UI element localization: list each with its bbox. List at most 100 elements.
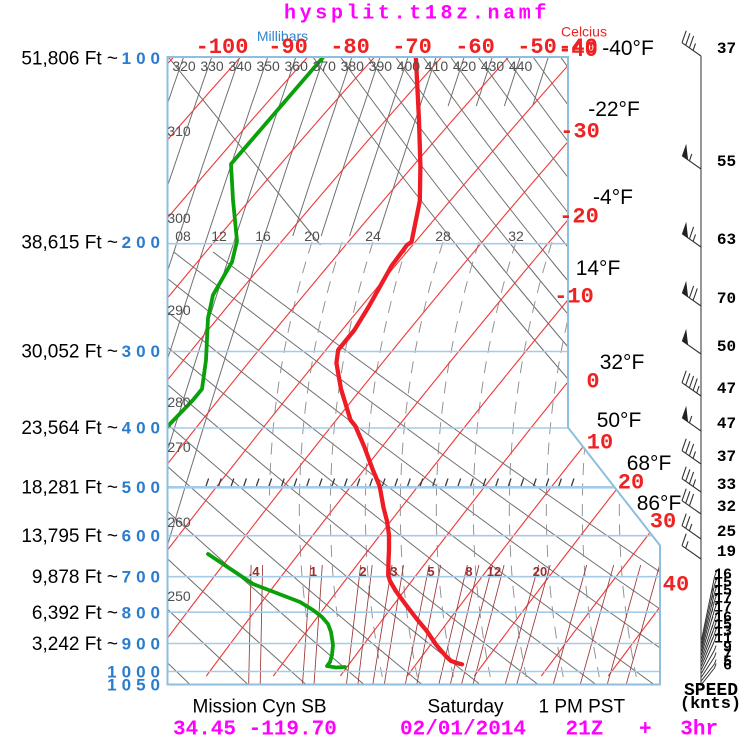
svg-text:50°F: 50°F: [597, 409, 642, 432]
svg-text:hysplit.t18z.namf: hysplit.t18z.namf: [284, 3, 550, 26]
svg-text:47: 47: [717, 415, 736, 433]
svg-text:370: 370: [313, 58, 337, 74]
svg-text:40: 40: [663, 573, 689, 598]
svg-text:2: 2: [359, 564, 366, 579]
svg-text:50: 50: [717, 338, 736, 356]
svg-text:37: 37: [717, 40, 736, 58]
svg-text:02/01/2014: 02/01/2014: [400, 719, 526, 742]
svg-text:410: 410: [425, 58, 449, 74]
svg-text:33: 33: [717, 476, 736, 494]
svg-text:600: 600: [122, 527, 165, 546]
svg-text:25: 25: [717, 523, 736, 541]
svg-text:21Z: 21Z: [566, 719, 604, 742]
svg-text:18,281 Ft ~: 18,281 Ft ~: [21, 478, 118, 499]
svg-text:08: 08: [175, 228, 191, 244]
svg-text:-22°F: -22°F: [588, 98, 640, 121]
svg-text:Celcius: Celcius: [561, 24, 607, 40]
svg-text:6: 6: [723, 658, 732, 675]
svg-text:200: 200: [122, 233, 165, 252]
svg-text:51,806 Ft ~: 51,806 Ft ~: [21, 49, 118, 70]
svg-text:6,392 Ft ~: 6,392 Ft ~: [32, 603, 118, 624]
svg-text:14°F: 14°F: [576, 257, 621, 280]
svg-text:15: 15: [714, 575, 732, 592]
svg-text:420: 420: [453, 58, 477, 74]
svg-text:20: 20: [304, 228, 320, 244]
svg-text:-90: -90: [268, 35, 308, 60]
svg-text:32°F: 32°F: [600, 351, 645, 374]
svg-text:17: 17: [714, 591, 732, 608]
svg-text:34.45 -119.70: 34.45 -119.70: [173, 719, 337, 742]
svg-text:400: 400: [397, 58, 421, 74]
svg-text:23,564 Ft ~: 23,564 Ft ~: [21, 418, 118, 439]
svg-text:12: 12: [487, 564, 501, 579]
svg-text:19: 19: [717, 543, 736, 561]
svg-text:400: 400: [122, 419, 165, 438]
svg-text:(knts): (knts): [680, 695, 741, 714]
svg-text:30,052 Ft ~: 30,052 Ft ~: [21, 342, 118, 363]
svg-text:16: 16: [255, 228, 271, 244]
svg-text:-10: -10: [554, 285, 594, 310]
svg-text:3hr: 3hr: [680, 719, 718, 742]
svg-text:9: 9: [723, 640, 732, 657]
svg-text:250: 250: [167, 588, 191, 604]
svg-text:390: 390: [369, 58, 393, 74]
svg-text:340: 340: [228, 58, 252, 74]
svg-text:100: 100: [122, 49, 165, 68]
svg-text:68°F: 68°F: [627, 452, 672, 475]
svg-text:-20: -20: [559, 205, 599, 230]
svg-text:-100: -100: [196, 35, 249, 60]
svg-text:20: 20: [618, 471, 644, 496]
svg-text:-80: -80: [330, 35, 370, 60]
svg-text:13,795 Ft ~: 13,795 Ft ~: [21, 526, 118, 547]
svg-text:1050: 1050: [107, 676, 165, 695]
svg-text:-60: -60: [455, 35, 495, 60]
svg-text:38,615 Ft ~: 38,615 Ft ~: [21, 233, 118, 254]
svg-text:16: 16: [714, 610, 732, 627]
svg-text:70: 70: [717, 290, 736, 308]
svg-text:430: 430: [481, 58, 505, 74]
svg-text:24: 24: [365, 228, 381, 244]
svg-text:-40°F: -40°F: [602, 37, 654, 60]
svg-text:15: 15: [714, 617, 732, 634]
svg-text:270: 270: [167, 439, 191, 455]
svg-text:86°F: 86°F: [637, 492, 682, 515]
svg-text:440: 440: [509, 58, 533, 74]
svg-text:7: 7: [723, 647, 732, 664]
svg-text:310: 310: [167, 123, 191, 139]
svg-text:300: 300: [167, 210, 191, 226]
svg-text:-40: -40: [558, 38, 598, 63]
svg-text:20: 20: [533, 564, 547, 579]
svg-text:300: 300: [122, 342, 165, 361]
svg-text:1 PM PST: 1 PM PST: [539, 697, 626, 718]
svg-text:500: 500: [122, 478, 165, 497]
svg-text:Mission Cyn SB: Mission Cyn SB: [193, 697, 327, 718]
svg-text:10: 10: [587, 431, 613, 456]
svg-text:63: 63: [717, 231, 736, 249]
svg-text:28: 28: [435, 228, 451, 244]
svg-text:0: 0: [586, 370, 599, 395]
svg-text:260: 260: [167, 514, 191, 530]
svg-text:360: 360: [285, 58, 309, 74]
svg-text:55: 55: [717, 153, 736, 171]
svg-text:11: 11: [714, 631, 732, 648]
svg-text:3,242 Ft ~: 3,242 Ft ~: [32, 634, 118, 655]
svg-text:37: 37: [717, 448, 736, 466]
svg-text:8: 8: [465, 564, 472, 579]
svg-text:30: 30: [650, 510, 676, 535]
svg-text:5: 5: [723, 654, 732, 671]
svg-text:Saturday: Saturday: [428, 697, 505, 718]
svg-text:17: 17: [714, 600, 732, 617]
svg-text:320: 320: [172, 58, 196, 74]
svg-text:-40: -40: [558, 35, 598, 60]
svg-text:9,878 Ft ~: 9,878 Ft ~: [32, 567, 118, 588]
svg-text:1000: 1000: [107, 663, 165, 682]
svg-text:1: 1: [310, 564, 317, 579]
svg-text:13: 13: [714, 624, 732, 641]
svg-text:Millibars: Millibars: [257, 28, 308, 44]
svg-text:280: 280: [167, 394, 191, 410]
svg-text:-50: -50: [517, 35, 557, 60]
svg-text:32: 32: [508, 228, 524, 244]
svg-text:15: 15: [714, 583, 732, 600]
svg-text:-70: -70: [392, 35, 432, 60]
svg-text:.4: .4: [249, 564, 261, 579]
